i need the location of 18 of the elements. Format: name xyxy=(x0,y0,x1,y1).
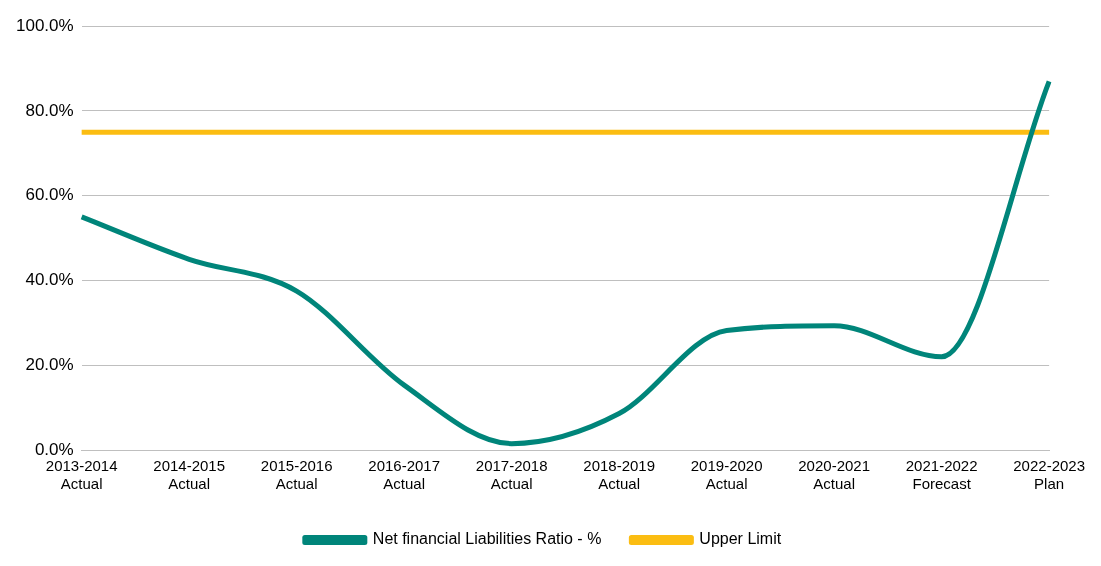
legend-label: Net financial Liabilities Ratio - % xyxy=(372,530,602,548)
x-tick-label: 2018-2019 Actual xyxy=(583,457,656,493)
x-tick-label: 2020-2021 Actual xyxy=(798,457,871,493)
x-tick-label: 2015-2016 Actual xyxy=(260,457,333,493)
y-tick-label: 20.0% xyxy=(25,354,74,374)
x-tick-label: 2017-2018 Actual xyxy=(475,457,548,493)
y-tick-label: 80.0% xyxy=(25,100,74,120)
legend-label: Upper Limit xyxy=(699,530,782,548)
x-tick-label: 2019-2020 Actual xyxy=(690,457,763,493)
x-tick-label: 2021-2022 Forecast xyxy=(905,457,978,493)
x-tick-label: 2022-2023 Plan xyxy=(1013,457,1085,493)
y-tick-label: 100.0% xyxy=(15,15,74,35)
y-tick-label: 60.0% xyxy=(25,185,74,205)
x-tick-label: 2016-2017 Actual xyxy=(368,457,441,493)
x-tick-label: 2013-2014 Actual xyxy=(45,457,118,493)
y-tick-label: 40.0% xyxy=(25,270,74,290)
y-tick-label: 0.0% xyxy=(34,439,74,459)
x-tick-label: 2014-2015 Actual xyxy=(153,457,226,493)
